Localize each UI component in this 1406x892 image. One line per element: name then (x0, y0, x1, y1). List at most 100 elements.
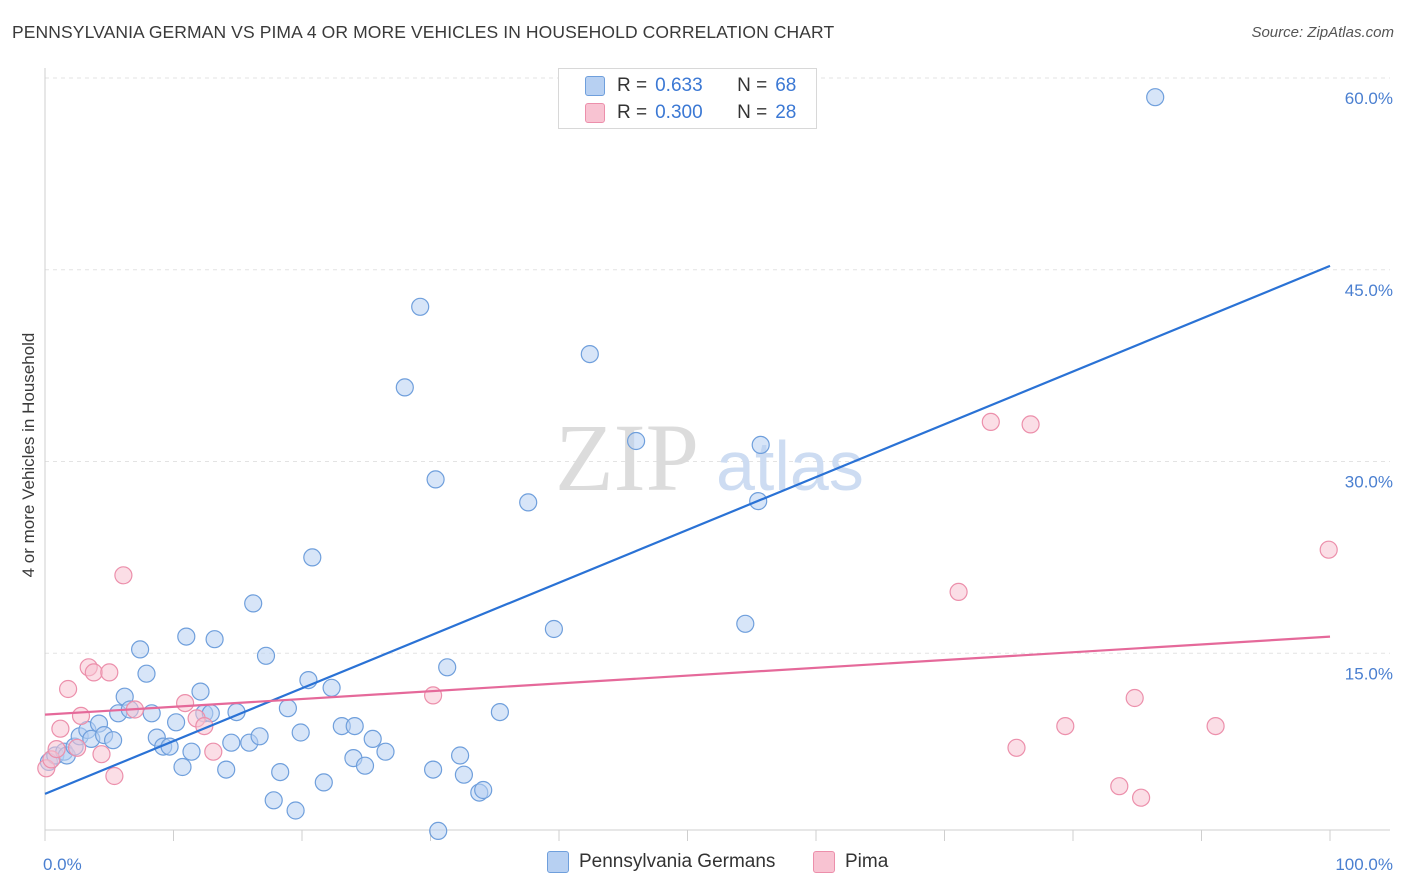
y-axis-label: 4 or more Vehicles in Household (19, 333, 38, 578)
data-point-pennsylvania-germans (322, 678, 341, 697)
data-point-pennsylvania-germans (454, 765, 473, 784)
legend-label: Pima (845, 851, 889, 872)
data-point-pennsylvania-germans (751, 435, 770, 454)
data-point-pennsylvania-germans (271, 762, 290, 782)
data-point-pennsylvania-germans (411, 297, 430, 316)
data-point-pennsylvania-germans (205, 630, 224, 649)
data-point-pennsylvania-germans (167, 713, 186, 732)
data-point-pima (981, 412, 1000, 431)
data-point-pennsylvania-germans (250, 727, 269, 746)
data-point-pennsylvania-germans (137, 664, 156, 683)
trendline-pennsylvania-germans (44, 264, 1331, 795)
series-legend: Pennsylvania Germans Pima (0, 851, 1406, 877)
legend-swatch-pink (585, 103, 605, 123)
data-point-pima (204, 742, 223, 761)
data-point-pima (1131, 788, 1151, 807)
trendlines (44, 264, 1331, 795)
legend-r-value: 0.633 (655, 75, 703, 96)
data-point-pima (1125, 688, 1144, 708)
data-point-pennsylvania-germans (451, 746, 470, 765)
legend-row-pima: R = 0.300 N = 28 (585, 101, 796, 125)
watermark-atlas: atlas (716, 427, 864, 505)
data-point-pima (1056, 716, 1075, 736)
data-point-pennsylvania-germans (395, 378, 414, 397)
data-point-pennsylvania-germans (303, 548, 322, 567)
data-point-pennsylvania-germans (490, 702, 509, 722)
legend-label: Pennsylvania Germans (579, 851, 776, 872)
data-point-pima (176, 693, 195, 713)
data-point-pima (424, 686, 443, 705)
data-point-pennsylvania-germans (244, 594, 263, 613)
data-point-pennsylvania-germans (173, 757, 192, 777)
data-point-pima (92, 745, 111, 764)
legend-swatch-blue (585, 76, 605, 96)
legend-r-value: 0.300 (655, 102, 703, 123)
y-tick-label: 15.0% (1345, 664, 1393, 683)
data-point-pennsylvania-germans (426, 470, 445, 489)
data-point-pennsylvania-germans (314, 773, 333, 792)
trendline-pima (44, 635, 1331, 716)
data-point-pennsylvania-germans (177, 627, 196, 646)
data-point-pennsylvania-germans (191, 682, 210, 701)
data-point-pennsylvania-germans (544, 619, 564, 639)
data-point-pima (105, 766, 124, 786)
data-point-pennsylvania-germans (345, 716, 364, 736)
data-point-pennsylvania-germans (278, 699, 297, 718)
data-point-pima (100, 663, 119, 682)
data-point-pima (51, 719, 70, 738)
data-point-pennsylvania-germans (264, 791, 283, 810)
data-point-pima (84, 663, 103, 682)
data-point-pima (1007, 738, 1026, 757)
legend-n-value: 68 (775, 75, 797, 96)
legend-item-pima[interactable]: Pima (813, 851, 888, 873)
data-point-pennsylvania-germans (217, 760, 236, 779)
stats-legend: R = 0.633 N = 68 R = 0.300 N = 28 (558, 68, 817, 129)
data-point-pennsylvania-germans (256, 646, 276, 665)
x-axis-ticks (44, 830, 1331, 841)
data-point-pima (949, 582, 968, 602)
data-point-pennsylvania-germans (429, 821, 448, 841)
legend-n-label: N = (737, 75, 768, 96)
legend-r-label: R = (617, 75, 648, 96)
data-point-pennsylvania-germans (286, 801, 305, 820)
data-point-pennsylvania-germans (736, 614, 755, 633)
data-point-pennsylvania-germans (519, 493, 538, 512)
y-tick-label: 45.0% (1345, 281, 1393, 300)
data-point-pennsylvania-germans (103, 731, 123, 750)
legend-swatch-pink (813, 851, 835, 873)
data-point-pennsylvania-germans (222, 733, 241, 752)
data-point-pima (58, 679, 78, 699)
data-point-pima (1206, 716, 1225, 736)
data-point-pennsylvania-germans (376, 742, 395, 761)
legend-n-label: N = (737, 102, 768, 123)
data-point-pima (47, 739, 66, 759)
data-point-pima (1021, 415, 1040, 434)
legend-swatch-blue (547, 851, 569, 873)
y-tick-label: 30.0% (1345, 473, 1393, 492)
legend-n-value: 28 (775, 102, 797, 123)
source-credit: Source: ZipAtlas.com (1251, 24, 1394, 41)
chart-title: PENNSYLVANIA GERMAN VS PIMA 4 OR MORE VE… (12, 22, 835, 42)
watermark-zip: ZIP (555, 404, 699, 511)
y-tick-label: 60.0% (1345, 89, 1393, 108)
data-point-pennsylvania-germans (291, 723, 310, 742)
y-axis-tick-labels: 15.0% 30.0% 45.0% 60.0% (1345, 89, 1393, 683)
data-point-pennsylvania-germans (355, 756, 375, 775)
data-point-pima (1319, 540, 1338, 559)
data-point-pima (71, 706, 91, 726)
data-point-pima (114, 566, 133, 585)
data-point-pennsylvania-germans (182, 742, 201, 761)
legend-row-pennsylvania-germans: R = 0.633 N = 68 (585, 74, 796, 98)
data-point-pennsylvania-germans (131, 640, 150, 659)
data-point-pima (67, 738, 87, 757)
x-tick-label-min: 0.0% (43, 855, 82, 874)
gridlines (45, 77, 1390, 654)
data-point-pennsylvania-germans (580, 345, 599, 364)
data-point-pennsylvania-germans (626, 431, 646, 451)
x-tick-label-max: 100.0% (1335, 855, 1393, 874)
legend-r-label: R = (617, 102, 648, 123)
legend-item-pennsylvania-germans[interactable]: Pennsylvania Germans (547, 851, 775, 873)
data-point-pennsylvania-germans (424, 760, 443, 779)
data-point-pennsylvania-germans (363, 729, 382, 749)
